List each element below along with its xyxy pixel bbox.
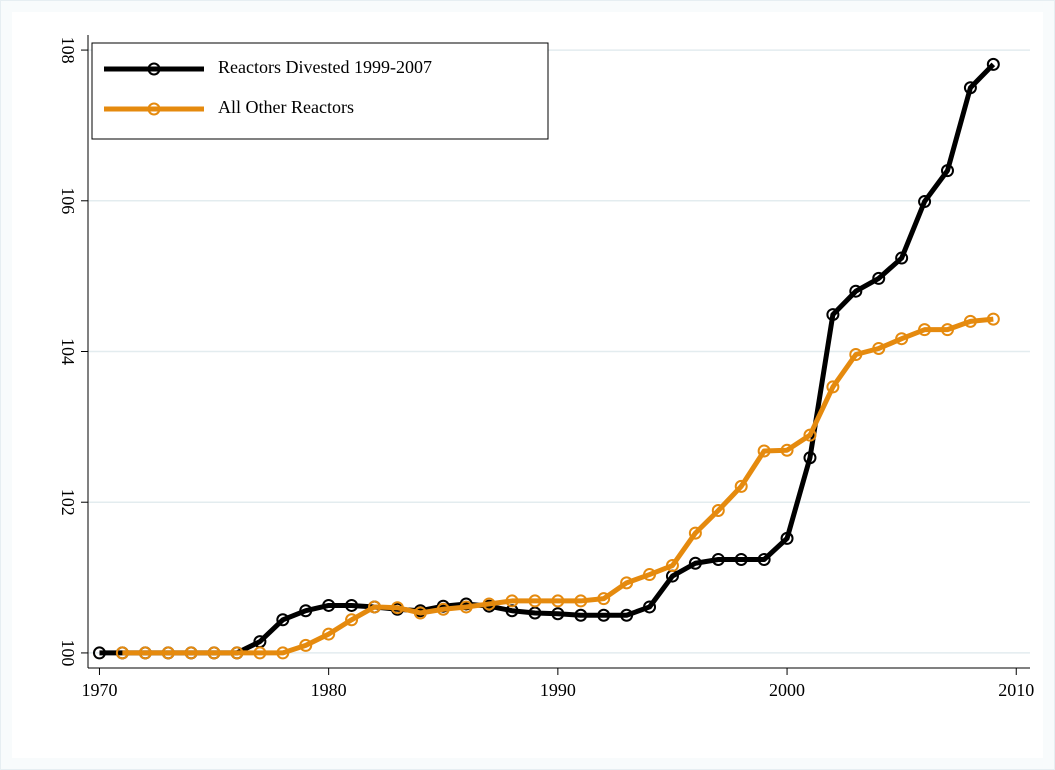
point (963, 314, 977, 328)
point (574, 594, 588, 608)
point (253, 646, 267, 660)
point (459, 600, 473, 614)
point (161, 646, 175, 660)
point (482, 597, 496, 611)
point (620, 576, 634, 590)
point (551, 594, 565, 608)
point (115, 646, 129, 660)
point (757, 552, 771, 566)
point (390, 601, 404, 615)
point (734, 552, 748, 566)
point (803, 451, 817, 465)
point (597, 592, 611, 606)
point (895, 332, 909, 346)
legend-label: All Other Reactors (218, 97, 354, 117)
x-tick-label: 2000 (769, 680, 805, 700)
point (688, 556, 702, 570)
point (299, 604, 313, 618)
point (505, 594, 519, 608)
series-line (99, 62, 996, 656)
point (665, 559, 679, 573)
point (780, 443, 794, 457)
point (367, 600, 381, 614)
x-tick-label: 1980 (311, 680, 347, 700)
point (276, 613, 290, 627)
y-tick-label: 102 (58, 489, 78, 516)
y-tick-label: 106 (58, 187, 78, 214)
point (849, 348, 863, 362)
point (574, 608, 588, 622)
point (276, 646, 290, 660)
point (711, 504, 725, 518)
point (963, 81, 977, 95)
point (92, 646, 106, 660)
point (872, 341, 886, 355)
point (803, 428, 817, 442)
point (643, 600, 657, 614)
point (207, 646, 221, 660)
point (528, 606, 542, 620)
point (138, 646, 152, 660)
point (597, 608, 611, 622)
point (528, 594, 542, 608)
y-tick-label: 100 (58, 639, 78, 666)
point (986, 57, 1000, 71)
point (986, 312, 1000, 326)
point (918, 195, 932, 209)
x-tick-label: 1970 (81, 680, 117, 700)
point (826, 308, 840, 322)
point (551, 607, 565, 621)
point (940, 164, 954, 178)
y-tick-label: 104 (58, 338, 78, 365)
legend-marker (147, 62, 161, 76)
point (918, 323, 932, 337)
y-tick-label: 108 (58, 37, 78, 64)
point (734, 479, 748, 493)
series-line (122, 316, 994, 656)
legend-label: Reactors Divested 1999-2007 (218, 57, 432, 77)
x-tick-label: 1990 (540, 680, 576, 700)
point (688, 526, 702, 540)
point (322, 627, 336, 641)
point (299, 638, 313, 652)
point (345, 613, 359, 627)
legend-box (91, 42, 549, 140)
point (780, 531, 794, 545)
point (940, 323, 954, 337)
point (643, 568, 657, 582)
point (322, 598, 336, 612)
point (872, 271, 886, 285)
point (711, 552, 725, 566)
point (620, 608, 634, 622)
point (757, 444, 771, 458)
legend: Reactors Divested 1999-2007 All Other Rea… (91, 42, 549, 140)
point (413, 606, 427, 620)
point (230, 646, 244, 660)
point (184, 646, 198, 660)
point (345, 598, 359, 612)
legend-marker (147, 102, 161, 116)
point (895, 251, 909, 265)
x-tick-label: 2010 (998, 680, 1034, 700)
point (436, 602, 450, 616)
point (826, 380, 840, 394)
point (849, 284, 863, 298)
point (505, 604, 519, 618)
